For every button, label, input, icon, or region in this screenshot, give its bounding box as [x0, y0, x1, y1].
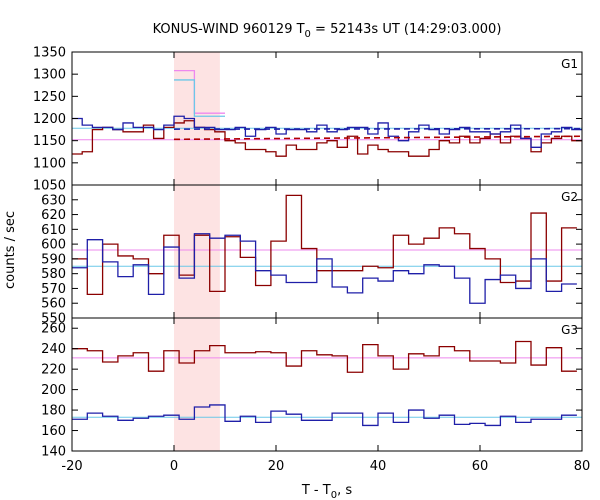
x-tick-label: 20: [268, 459, 285, 474]
series-line-dark-red: [72, 120, 582, 157]
y-tick-label: 610: [41, 223, 66, 238]
y-tick-label: 600: [41, 238, 66, 253]
x-tick-label: -20: [61, 459, 82, 474]
series-line-dark-red: [72, 194, 577, 296]
y-tick-label: 180: [41, 404, 66, 419]
y-tick-label: 1250: [33, 90, 66, 105]
x-tick-label: 0: [170, 459, 178, 474]
y-tick-label: 160: [41, 424, 66, 439]
y-tick-label: 140: [41, 445, 66, 460]
y-tick-label: 620: [41, 208, 66, 223]
y-tick-label: 580: [41, 267, 66, 282]
y-tick-label: 550: [41, 312, 66, 327]
series-line-light-blue: [174, 79, 225, 117]
y-tick-label: 260: [41, 322, 66, 337]
y-tick-label: 1200: [33, 112, 66, 127]
y-tick-label: 1300: [33, 68, 66, 83]
y-tick-label: 240: [41, 342, 66, 357]
panel-frame: [71, 184, 583, 319]
y-tick-label: 630: [41, 193, 66, 208]
panel-frame: [71, 317, 583, 452]
panel-label: G3: [561, 323, 578, 337]
y-tick-label: 220: [41, 363, 66, 378]
series-line-dark-red: [72, 340, 577, 373]
y-tick-label: 200: [41, 383, 66, 398]
y-tick-label: 590: [41, 252, 66, 267]
x-tick-label: 40: [370, 459, 387, 474]
x-tick-label: 80: [574, 459, 591, 474]
y-tick-label: 570: [41, 282, 66, 297]
highlight-interval: [174, 52, 220, 451]
y-tick-label: 1350: [33, 46, 66, 61]
plot-panels: 1050110011501200125013001350G15505605705…: [33, 46, 590, 475]
y-axis-label: counts / sec: [3, 211, 18, 289]
panel-frame: [71, 51, 583, 186]
chart-title: KONUS-WIND 960129 T0 = 52143s UT (14:29:…: [153, 22, 502, 40]
panel-label: G1: [561, 57, 578, 71]
panel-g1: 1050 1100 1150 1200 1250 1300 1350 G1: [33, 46, 583, 194]
x-axis-label: T - T0, s: [301, 483, 352, 500]
series-line-dark-blue: [72, 233, 577, 304]
panel-label: G2: [561, 190, 578, 204]
y-tick-label: 1150: [33, 134, 66, 149]
series-line-dark-blue: [72, 404, 577, 427]
y-tick-label: 1100: [33, 156, 66, 171]
series-line-dark-blue: [72, 115, 582, 148]
panel-g3: 140 160 180 200 220 240 260 G3: [41, 317, 583, 460]
y-tick-label: 1050: [33, 179, 66, 194]
x-tick-label: 60: [472, 459, 489, 474]
y-tick-label: 560: [41, 297, 66, 312]
fit-line-red-fit: [173, 135, 583, 141]
